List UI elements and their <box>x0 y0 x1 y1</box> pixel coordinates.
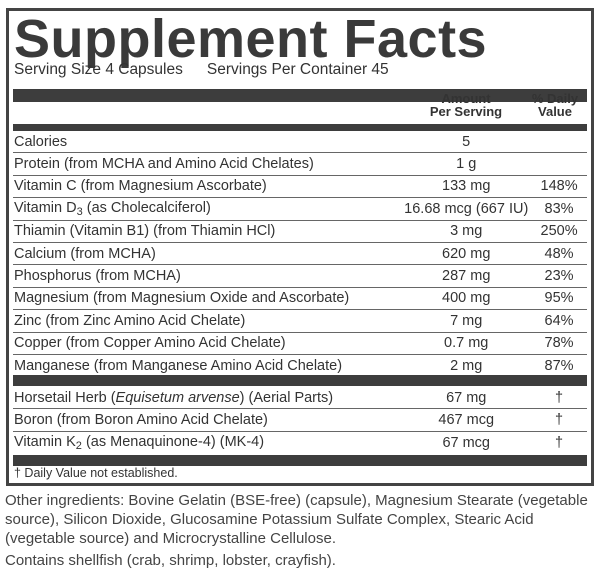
dv-header-line1: % Daily <box>531 91 579 106</box>
nutrient-name-part: 2 <box>75 439 82 452</box>
table-row: Calcium (from MCHA) 620 mg 48% <box>13 243 587 266</box>
nutrient-amount: 620 mg <box>442 245 491 262</box>
nutrient-name-part: Calories <box>14 133 68 150</box>
table-row: Vitamin C (from Magnesium Ascorbate) 133 … <box>13 176 587 199</box>
nutrient-amount: 67 mcg <box>442 434 490 451</box>
table-row: Magnesium (from Magnesium Oxide and Asco… <box>13 288 587 311</box>
nutrient-name-part: Protein (from MCHA and Amino Acid Chelat… <box>14 156 314 173</box>
nutrient-daily-value: † <box>555 389 564 406</box>
table-row: Boron (from Boron Amino Acid Chelate) 467… <box>13 409 587 432</box>
nutrient-name: Protein (from MCHA and Amino Acid Chelat… <box>13 156 401 172</box>
nutrient-amount: 16.68 mcg (667 IU) <box>404 200 529 217</box>
nutrient-amount: 5 <box>462 133 471 150</box>
nutrient-name-part: Equisetum arvense <box>115 389 240 406</box>
nutrient-amount: 400 mg <box>442 290 491 307</box>
nutrient-name: Vitamin K2 (as Menaquinone-4) (MK-4) <box>13 434 401 452</box>
table-row: Vitamin D3 (as Cholecalciferol) 16.68 mcg… <box>13 198 587 221</box>
serving-size: Serving Size 4 Capsules <box>14 61 183 78</box>
nutrient-amount: 0.7 mg <box>444 335 489 352</box>
table-row: Copper (from Copper Amino Acid Chelate) 0… <box>13 333 587 355</box>
nutrient-daily-value: 148% <box>540 178 578 195</box>
nutrient-name-part: Horsetail Herb ( <box>14 389 116 406</box>
nutrient-name: Copper (from Copper Amino Acid Chelate) <box>13 335 401 351</box>
nutrient-name: Boron (from Boron Amino Acid Chelate) <box>13 412 401 428</box>
nutrient-daily-value: 95% <box>544 290 574 307</box>
nutrient-daily-value: 23% <box>544 268 574 285</box>
nutrient-daily-value: 48% <box>544 245 574 262</box>
nutrient-amount: 1 g <box>456 156 477 173</box>
nutrient-name: Manganese (from Manganese Amino Acid Che… <box>13 358 401 374</box>
other-ingredients: Other ingredients: Bovine Gelatin (BSE-f… <box>5 492 588 547</box>
nutrient-name-part: Boron (from Boron Amino Acid Chelate) <box>14 412 268 429</box>
nutrient-name: Calcium (from MCHA) <box>13 246 401 262</box>
table-row: Horsetail Herb (Equisetum arvense) (Aeri… <box>13 387 587 410</box>
panel-title: Supplement Facts <box>14 9 488 69</box>
nutrient-table: Calories 5 Protein (from MCHA and Amino Ac… <box>13 131 587 377</box>
nutrient-amount: 3 mg <box>450 223 483 240</box>
table-row: Zinc (from Zinc Amino Acid Chelate) 7 mg 6… <box>13 310 587 333</box>
nutrient-name-part: Copper (from Copper Amino Acid Chelate) <box>14 335 286 352</box>
nutrient-amount: 287 mg <box>442 268 491 285</box>
nutrient-daily-value: 250% <box>540 223 578 240</box>
nutrient-name-part: (as Menaquinone-4) (MK-4) <box>81 433 265 450</box>
nutrient-name-part: ) (Aerial Parts) <box>239 389 334 406</box>
nutrient-name-part: Calcium (from MCHA) <box>14 245 156 262</box>
allergen-statement: Contains shellfish (crab, shrimp, lobste… <box>5 552 336 569</box>
nutrient-name-part: Magnesium (from Magnesium Oxide and Asco… <box>14 290 350 307</box>
amount-header-line1: Amount <box>441 91 491 106</box>
serving-info: Serving Size 4 Capsules Servings Per Cont… <box>14 61 389 79</box>
nutrient-amount: 67 mg <box>446 389 487 406</box>
divider-bar <box>13 124 587 131</box>
nutrient-amount: 7 mg <box>450 312 483 329</box>
divider-bar <box>13 375 587 386</box>
dv-header-line2: Value <box>538 104 572 119</box>
nutrient-name-part: Vitamin D <box>14 199 77 216</box>
nutrient-name: Vitamin C (from Magnesium Ascorbate) <box>13 178 401 194</box>
table-row: Phosphorus (from MCHA) 287 mg 23% <box>13 265 587 288</box>
nutrient-name: Zinc (from Zinc Amino Acid Chelate) <box>13 313 401 329</box>
table-row: Calories 5 <box>13 131 587 154</box>
nutrient-name-part: Vitamin K <box>14 433 76 450</box>
other-nutrient-table: Horsetail Herb (Equisetum arvense) (Aeri… <box>13 387 587 454</box>
nutrient-name-part: Manganese (from Manganese Amino Acid Che… <box>14 358 343 375</box>
nutrient-amount: 2 mg <box>450 358 483 375</box>
nutrient-amount: 467 mcg <box>438 412 495 429</box>
servings-per-container: Servings Per Container 45 <box>206 61 389 78</box>
nutrient-amount: 133 mg <box>442 178 491 195</box>
nutrient-name-part: Vitamin C (from Magnesium Ascorbate) <box>14 178 267 195</box>
divider-bar <box>13 455 587 466</box>
amount-header-line2: Per Serving <box>429 104 503 119</box>
table-row: Protein (from MCHA and Amino Acid Chelat… <box>13 153 587 176</box>
nutrient-name: Calories <box>13 134 401 150</box>
nutrient-name: Magnesium (from Magnesium Oxide and Asco… <box>13 290 401 306</box>
nutrient-name: Phosphorus (from MCHA) <box>13 268 401 284</box>
nutrient-daily-value: † <box>555 434 564 451</box>
nutrient-name-part: Thiamin (Vitamin B1) (from Thiamin HCl) <box>14 223 276 240</box>
nutrient-name: Horsetail Herb (Equisetum arvense) (Aeri… <box>13 390 401 406</box>
amount-header: Amount Per Serving <box>401 92 531 118</box>
nutrient-daily-value: 78% <box>544 335 574 352</box>
table-row: Vitamin K2 (as Menaquinone-4) (MK-4) 67 m… <box>13 432 587 454</box>
footnote: † Daily Value not established. <box>14 466 178 480</box>
divider-bar <box>13 89 587 102</box>
nutrient-daily-value: 83% <box>544 200 574 217</box>
nutrient-name-part: Phosphorus (from MCHA) <box>14 268 181 285</box>
nutrient-daily-value: † <box>555 412 564 429</box>
nutrient-daily-value: 64% <box>544 312 574 329</box>
nutrient-name-part: (as Cholecalciferol) <box>82 199 211 216</box>
table-row: Thiamin (Vitamin B1) (from Thiamin HCl) 3… <box>13 221 587 243</box>
table-row: Manganese (from Manganese Amino Acid Che… <box>13 355 587 377</box>
nutrient-name-part: 3 <box>76 205 83 218</box>
nutrient-name-part: Zinc (from Zinc Amino Acid Chelate) <box>14 312 246 329</box>
daily-value-header: % Daily Value <box>527 92 583 118</box>
supplement-facts-panel <box>6 8 594 486</box>
nutrient-daily-value: 87% <box>544 358 574 375</box>
nutrient-name: Thiamin (Vitamin B1) (from Thiamin HCl) <box>13 223 401 239</box>
nutrient-name: Vitamin D3 (as Cholecalciferol) <box>13 200 401 218</box>
